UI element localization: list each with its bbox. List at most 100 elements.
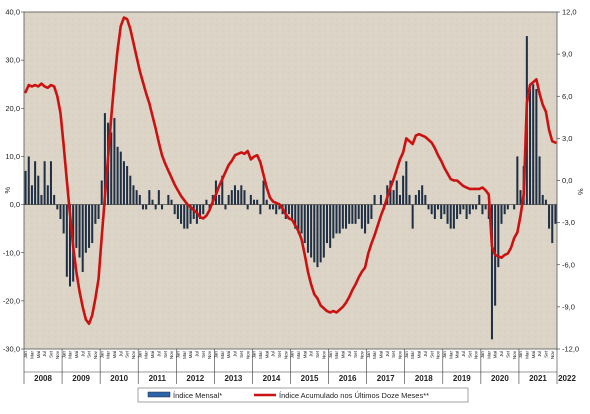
month-tick-label: Mar	[448, 351, 453, 359]
month-tick-label: Jan	[214, 351, 219, 359]
bar-149	[497, 204, 500, 268]
bar-62	[221, 175, 224, 205]
legend: Índice Mensal* Índice Acumulado nos Últim…	[137, 387, 469, 403]
right-tick-label: 9,0	[562, 50, 572, 59]
bar-91	[313, 204, 316, 263]
left-tick-label: -30,0	[3, 345, 20, 354]
month-tick-label: Jul	[385, 351, 390, 357]
bar-51	[186, 204, 189, 229]
year-label-2009: 2009	[72, 374, 90, 383]
bar-72	[253, 199, 256, 205]
bar-5	[40, 194, 43, 205]
month-tick-label: Nov	[436, 350, 441, 359]
bar-163	[541, 194, 544, 205]
month-tick-label: Jan	[290, 351, 295, 359]
x-axis: Jan Mar Mai Jul Set Nov Jan Mar Mai Jul Set Nov Jan M…	[23, 349, 576, 384]
bar-103	[351, 204, 354, 224]
bar-129	[433, 204, 436, 220]
left-tick-label: 0,0	[10, 200, 20, 209]
month-tick-label: Mai	[112, 351, 117, 358]
right-tick-label: -9,0	[562, 302, 575, 311]
month-tick-label: Mai	[531, 351, 536, 358]
bar-74	[259, 204, 262, 215]
bar-131	[440, 204, 443, 220]
bar-125	[421, 185, 424, 205]
year-label-2012: 2012	[186, 374, 204, 383]
year-label-2021: 2021	[529, 374, 547, 383]
bar-147	[490, 204, 493, 340]
bar-127	[427, 204, 430, 210]
left-tick-label: 10,0	[5, 152, 20, 161]
month-tick-label: Jul	[233, 351, 238, 357]
month-tick-label: Nov	[359, 350, 364, 359]
bar-70	[246, 204, 249, 210]
month-tick-label: Mai	[302, 351, 307, 358]
bar-43	[160, 204, 164, 210]
bar-142	[475, 204, 478, 210]
month-tick-label: Jul	[461, 351, 466, 357]
month-tick-label: Set	[49, 350, 54, 358]
bar-107	[364, 204, 367, 234]
bar-88	[303, 204, 306, 244]
year-label-2010: 2010	[110, 374, 128, 383]
bar-109	[370, 204, 373, 220]
bar-0	[24, 170, 27, 205]
month-tick-label: Set	[315, 350, 320, 358]
bar-32	[126, 166, 129, 205]
legend-bar-swatch	[147, 391, 171, 398]
bar-152	[506, 204, 509, 210]
month-tick-label: Jul	[118, 351, 123, 357]
month-tick-label: Mai	[379, 351, 384, 358]
bar-87	[300, 204, 303, 234]
legend-label-monthly: Índice Mensal*	[173, 391, 222, 400]
bar-75	[262, 180, 265, 205]
bar-92	[316, 204, 319, 268]
bar-117	[395, 180, 398, 205]
year-label-2011: 2011	[149, 374, 167, 383]
month-tick-label: Mai	[226, 351, 231, 358]
right-tick-label: -3,0	[562, 218, 575, 227]
bar-56	[202, 204, 205, 215]
year-label-2022: 2022	[558, 374, 576, 383]
bar-123	[414, 194, 417, 205]
month-tick-label: Jul	[309, 351, 314, 357]
month-tick-label: Jan	[61, 351, 66, 359]
bar-124	[417, 190, 421, 205]
month-tick-label: Set	[543, 350, 548, 358]
month-tick-label: Nov	[321, 350, 326, 359]
bar-63	[224, 204, 227, 210]
month-tick-label: Jan	[99, 351, 104, 359]
month-tick-label: Mar	[68, 351, 73, 359]
bar-122	[411, 204, 414, 229]
bar-20	[88, 204, 91, 248]
bar-39	[148, 190, 151, 205]
left-tick-label: 30,0	[5, 56, 20, 65]
year-label-2013: 2013	[224, 374, 242, 383]
bar-136	[456, 204, 459, 220]
bar-141	[471, 204, 474, 210]
bar-106	[360, 204, 363, 229]
bar-154	[513, 204, 516, 210]
bar-128	[430, 204, 433, 215]
bar-83	[287, 204, 290, 215]
month-tick-label: Mai	[74, 351, 79, 358]
month-tick-label: Mar	[486, 351, 491, 359]
month-tick-label: Jul	[195, 351, 200, 357]
month-tick-label: Jan	[328, 351, 333, 359]
month-tick-label: Jan	[480, 351, 485, 359]
month-tick-label: Set	[467, 350, 472, 358]
bar-24	[100, 180, 103, 205]
year-label-2015: 2015	[301, 374, 319, 383]
month-tick-label: Jan	[252, 351, 257, 359]
month-tick-label: Nov	[207, 350, 212, 359]
bar-115	[389, 180, 392, 205]
right-tick-label: -12,0	[562, 345, 579, 354]
bar-28	[113, 117, 116, 205]
bar-80	[278, 204, 281, 210]
month-tick-label: Jul	[499, 351, 504, 357]
bar-11	[59, 204, 62, 220]
bar-52	[189, 204, 192, 224]
year-label-2020: 2020	[491, 374, 509, 383]
bar-1	[27, 156, 30, 205]
